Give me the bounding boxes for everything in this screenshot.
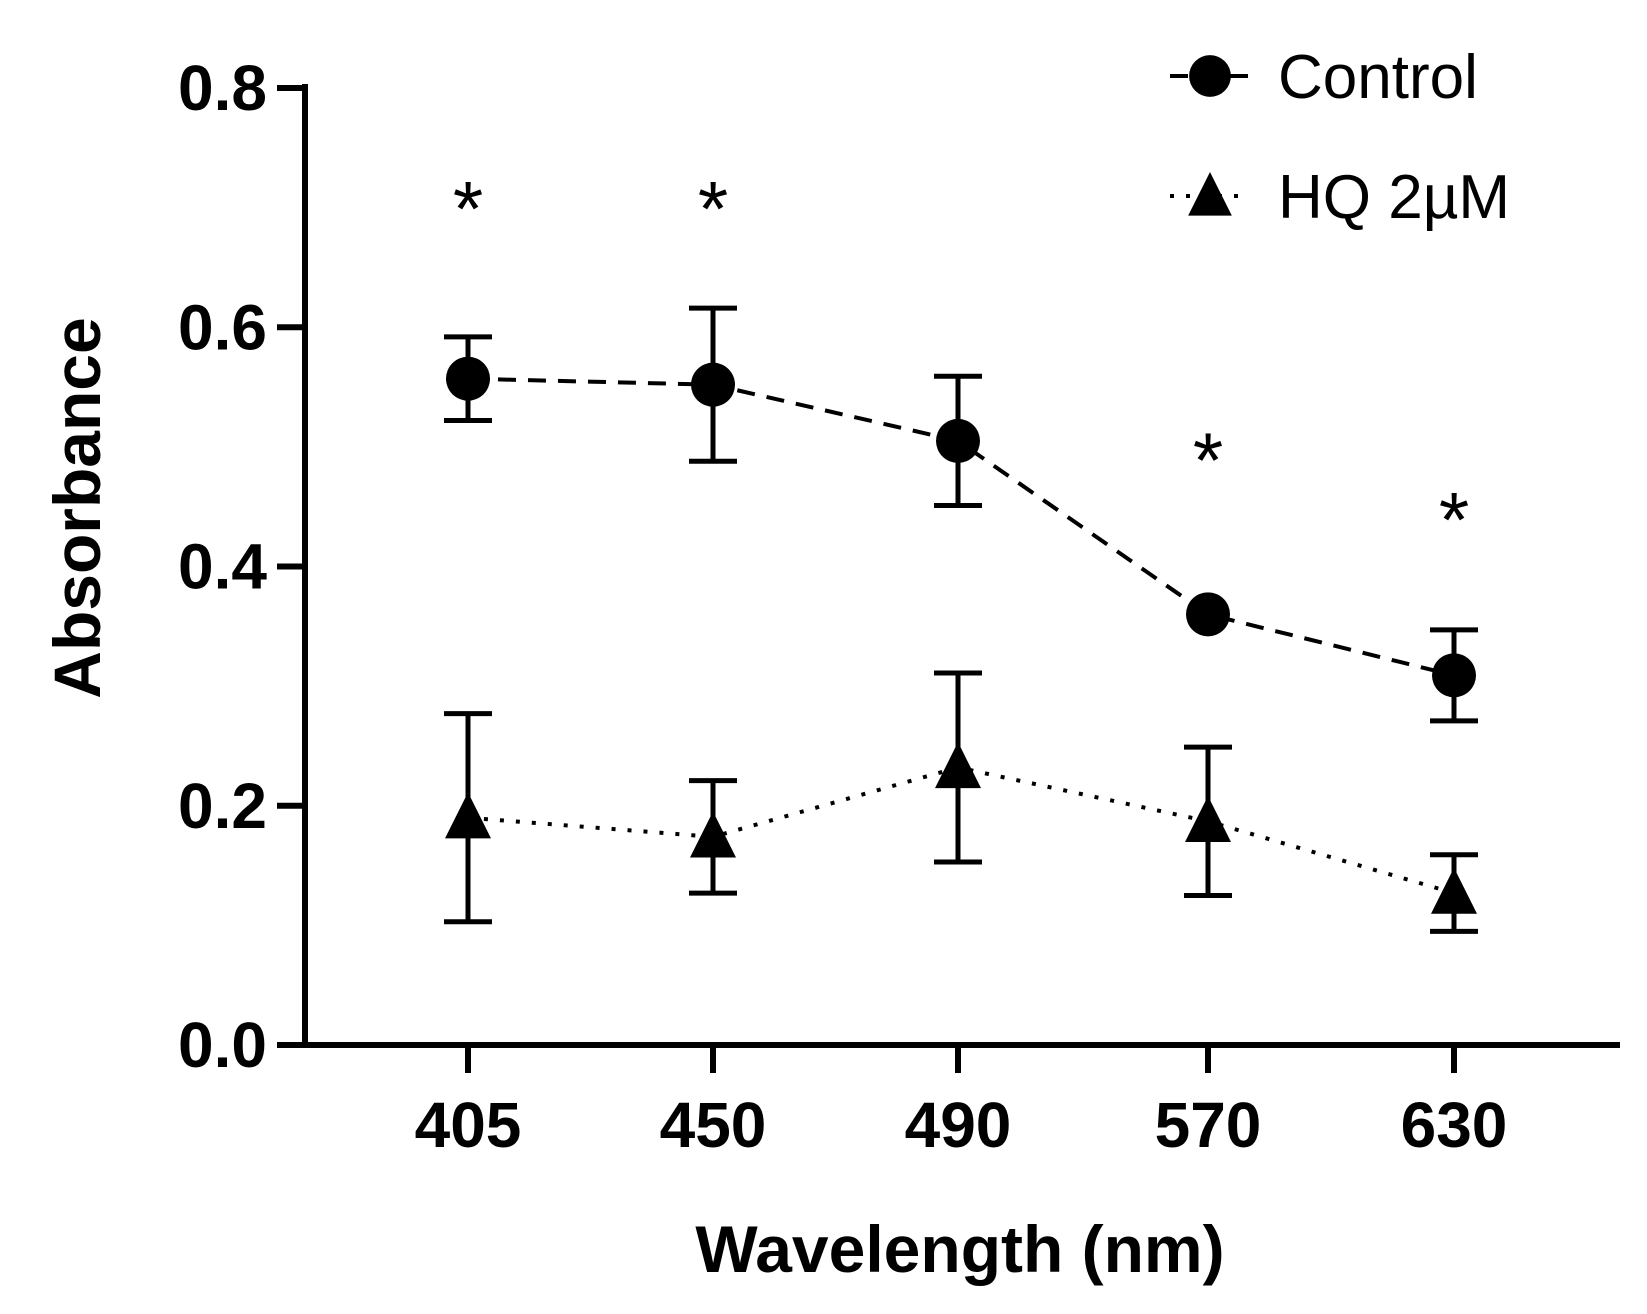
- legend-label: Control: [1278, 43, 1478, 112]
- significance-marker: *: [1193, 416, 1223, 504]
- data-point: [445, 792, 491, 839]
- y-axis-ticks: 0.0 0.2 0.4 0.6 0.8: [178, 52, 305, 1081]
- data-point: [1431, 867, 1477, 914]
- x-tick-label: 630: [1401, 1089, 1508, 1161]
- data-point: [691, 362, 735, 407]
- x-axis-title: Wavelength (nm): [695, 1212, 1224, 1286]
- data-point: [690, 811, 736, 858]
- data-point: [446, 356, 490, 401]
- data-point: [1186, 592, 1230, 637]
- series-line: [467, 765, 1455, 895]
- x-axis-ticks: 405 450 490 570 630: [415, 1045, 1508, 1161]
- x-tick-label: 450: [660, 1089, 767, 1161]
- data-series: [444, 305, 1478, 934]
- series-hq-2um: [444, 670, 1478, 934]
- legend-marker: [1188, 171, 1232, 216]
- x-tick-label: 570: [1155, 1089, 1262, 1161]
- y-tick-label: 0.4: [178, 531, 267, 603]
- y-tick-label: 0.2: [178, 770, 267, 842]
- y-tick-label: 0.6: [178, 291, 267, 363]
- y-tick-label: 0.0: [178, 1009, 267, 1081]
- y-tick-label: 0.8: [178, 52, 267, 124]
- series-control: [444, 305, 1478, 724]
- data-point: [1185, 796, 1231, 843]
- significance-marker: *: [1439, 476, 1469, 564]
- legend-item: HQ 2µM: [1170, 163, 1510, 232]
- legend-label: HQ 2µM: [1278, 163, 1510, 232]
- x-tick-label: 490: [905, 1089, 1012, 1161]
- significance-marker: *: [698, 165, 728, 253]
- data-point: [936, 418, 980, 463]
- legend-marker: [1189, 55, 1231, 97]
- significance-annotations: * * * *: [453, 165, 1469, 564]
- y-axis-title: Absorbance: [40, 317, 114, 698]
- data-point: [935, 742, 981, 789]
- significance-marker: *: [453, 165, 483, 253]
- legend: Control HQ 2µM: [1170, 43, 1510, 232]
- x-tick-label: 405: [415, 1089, 522, 1161]
- legend-item: Control: [1170, 43, 1478, 112]
- data-point: [1432, 653, 1476, 698]
